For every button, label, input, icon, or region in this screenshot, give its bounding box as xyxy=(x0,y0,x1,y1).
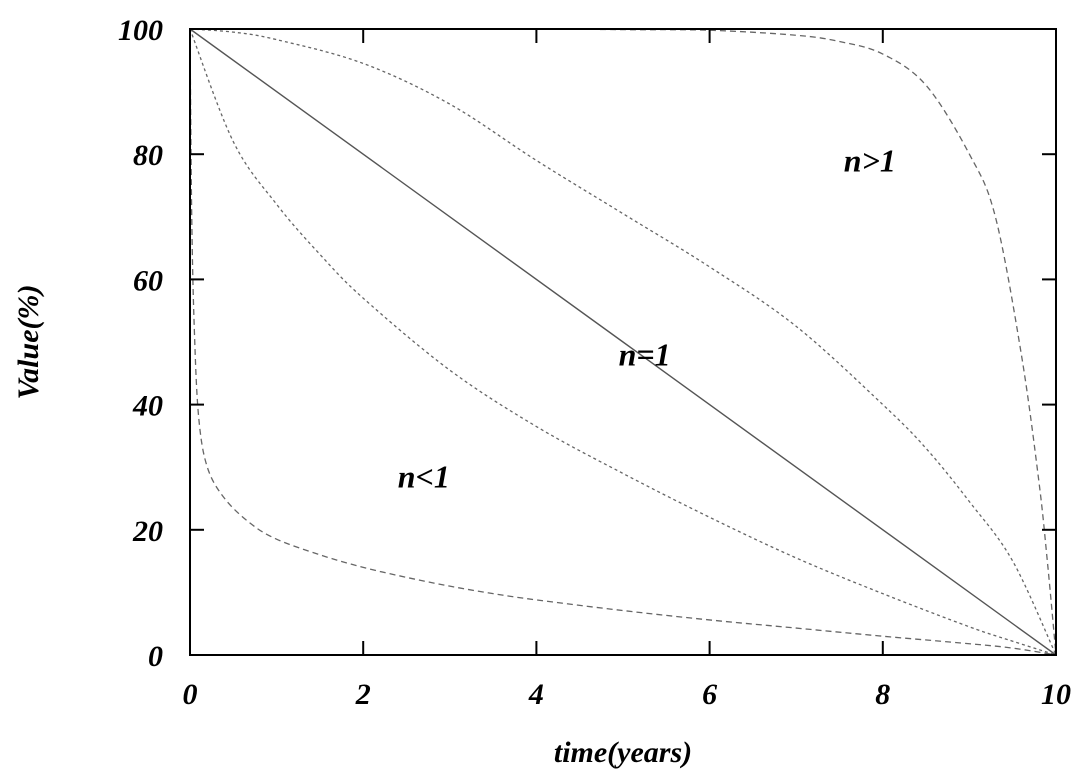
curve-annotation: n<1 xyxy=(398,459,450,495)
ticks-layer xyxy=(189,28,1057,656)
x-tick-label: 2 xyxy=(355,678,371,711)
series-line-3 xyxy=(189,28,1057,656)
series-line-2 xyxy=(189,28,1057,656)
y-tick-label: 0 xyxy=(148,640,163,673)
x-tick-label: 4 xyxy=(528,678,544,711)
curves-layer xyxy=(189,28,1057,656)
y-tick-label: 100 xyxy=(118,14,163,47)
x-tick-label: 6 xyxy=(702,678,717,711)
x-tick-label: 8 xyxy=(875,678,890,711)
series-line-4 xyxy=(189,28,1057,656)
curve-annotation: n>1 xyxy=(844,142,896,178)
x-tick-label: 0 xyxy=(183,678,198,711)
x-tick-label: 10 xyxy=(1041,678,1071,711)
annotations-layer: n>1 n=1 n<1 xyxy=(398,142,896,494)
y-axis-title: Value(%) xyxy=(12,285,45,400)
series-line-5 xyxy=(189,28,1057,656)
x-axis-title: time(years) xyxy=(554,736,692,769)
y-tick-label: 60 xyxy=(133,264,163,297)
series-line-1 xyxy=(189,28,1057,656)
curve-annotation: n=1 xyxy=(619,337,671,373)
y-tick-label: 40 xyxy=(132,390,163,423)
plot-frame xyxy=(189,28,1057,656)
y-tick-label: 20 xyxy=(132,515,163,548)
y-tick-label: 80 xyxy=(133,139,163,172)
